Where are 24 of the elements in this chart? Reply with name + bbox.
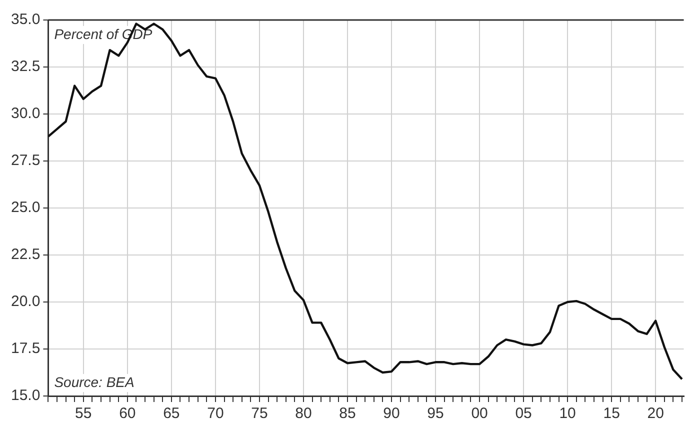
y-tick-label: 35.0	[10, 11, 40, 28]
x-tick-label: 15	[603, 405, 620, 422]
x-tick-label: 90	[383, 405, 400, 422]
y-tick-label: 22.5	[10, 246, 40, 264]
y-tick-label: 17.5	[10, 340, 40, 358]
x-tick-label: 55	[75, 405, 92, 422]
x-tick-label: 85	[339, 405, 356, 422]
annotation: Source: BEA	[54, 374, 134, 390]
x-tick-label: 10	[559, 405, 576, 422]
y-tick-label: 30.0	[10, 105, 40, 122]
x-tick-label: 00	[471, 405, 488, 422]
y-tick-label: 27.5	[10, 152, 40, 170]
x-tick-label: 95	[427, 405, 444, 422]
y-tick-label: 32.5	[10, 58, 40, 76]
x-tick-label: 60	[119, 405, 136, 422]
x-tick-label: 80	[295, 405, 312, 422]
y-tick-label: 25.0	[10, 199, 40, 216]
y-tick-label: 20.0	[10, 293, 40, 310]
x-tick-label: 70	[207, 405, 224, 422]
x-tick-label: 05	[515, 405, 532, 422]
x-tick-label: 75	[251, 405, 268, 422]
x-tick-label: 65	[163, 405, 180, 422]
y-tick-label: 15.0	[10, 387, 40, 404]
x-tick-label: 20	[647, 405, 664, 422]
